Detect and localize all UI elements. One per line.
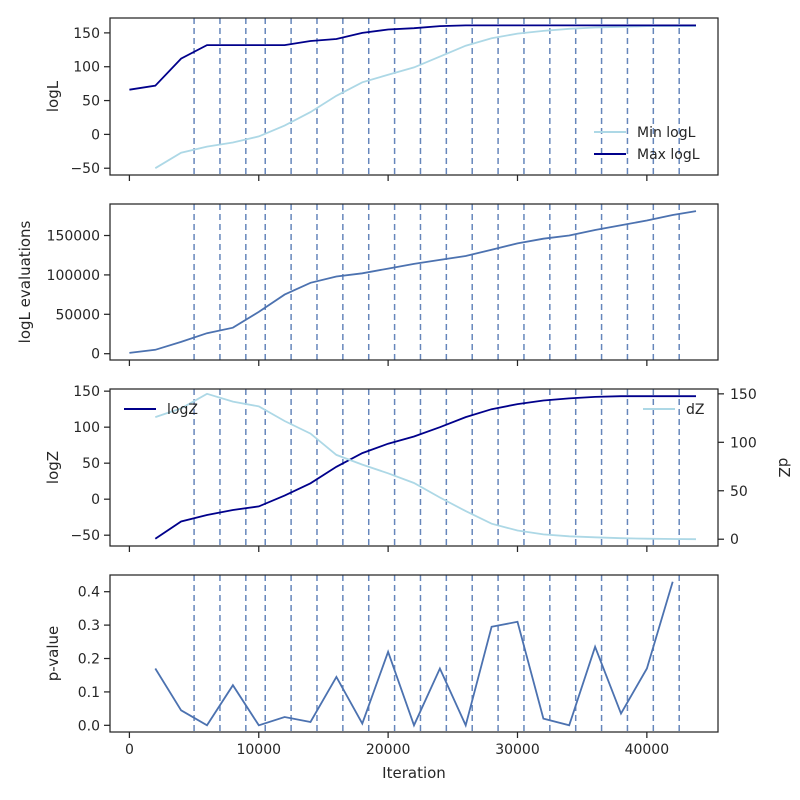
y-tick-label: 100 — [73, 60, 100, 76]
vline-group — [193, 18, 680, 175]
axes-frame — [109, 574, 719, 733]
legend-label: Min logL — [637, 125, 696, 141]
y-axis-label: logL — [44, 80, 62, 112]
y-tick-label: 150 — [73, 384, 100, 400]
y-right-tick-label: 150 — [730, 387, 757, 403]
y-axis-label: p-value — [44, 626, 62, 682]
y-tick-label: 50 — [82, 456, 100, 472]
y-axis-label-right: dZ — [775, 458, 793, 478]
y-tick-label: 0.1 — [78, 685, 100, 701]
panel-3 — [104, 388, 724, 552]
legend-item: Max logL — [594, 147, 700, 163]
y-tick-label: 0.3 — [78, 618, 100, 634]
legend-item: Min logL — [594, 125, 696, 141]
axes-frame — [109, 203, 719, 361]
y-tick-label: 0.0 — [78, 718, 100, 734]
y-tick-label: 0 — [91, 347, 100, 363]
x-tick-label: 10000 — [236, 742, 281, 758]
legend-label: Max logL — [637, 147, 700, 163]
vline-group — [193, 204, 680, 360]
axes-frame — [109, 17, 719, 176]
legend-label: dZ — [686, 402, 704, 418]
axes-frame — [109, 388, 719, 547]
series-dz — [155, 392, 697, 541]
series-min-logl — [154, 25, 696, 169]
legend-label: logZ — [167, 402, 198, 418]
x-tick-label: 40000 — [625, 742, 670, 758]
legend-item: logZ — [124, 402, 198, 418]
y-tick-label: 150000 — [47, 229, 100, 245]
legend-item: dZ — [643, 402, 704, 418]
panel-4 — [104, 574, 719, 738]
y-right-tick-label: 100 — [730, 435, 757, 451]
panel-2 — [104, 203, 719, 366]
y-tick-label: 0 — [91, 492, 100, 508]
x-axis-label: Iteration — [382, 764, 446, 782]
series-max-logl — [129, 24, 696, 91]
vline-group — [193, 575, 680, 732]
y-tick-label: 50 — [82, 94, 100, 110]
series-logz — [154, 395, 696, 540]
y-tick-label: 0.4 — [78, 585, 100, 601]
y-axis-label: logL evaluations — [16, 220, 34, 343]
y-tick-label: 100 — [73, 420, 100, 436]
series-line — [154, 581, 674, 728]
y-axis-label: logZ — [44, 451, 62, 484]
x-tick-label: 30000 — [495, 742, 540, 758]
y-tick-label: 0.2 — [78, 652, 100, 668]
y-tick-label: 100000 — [47, 268, 100, 284]
vline-group — [193, 389, 680, 546]
series-line — [129, 210, 697, 354]
y-right-tick-label: 50 — [730, 484, 748, 500]
y-tick-label: −50 — [70, 161, 100, 177]
y-tick-label: 0 — [91, 127, 100, 143]
y-tick-label: 150 — [73, 26, 100, 42]
panel-1 — [104, 17, 719, 181]
y-tick-label: −50 — [70, 528, 100, 544]
y-right-tick-label: 0 — [730, 532, 739, 548]
x-tick-label: 20000 — [366, 742, 411, 758]
y-tick-label: 50000 — [55, 307, 100, 323]
x-tick-label: 0 — [125, 742, 134, 758]
